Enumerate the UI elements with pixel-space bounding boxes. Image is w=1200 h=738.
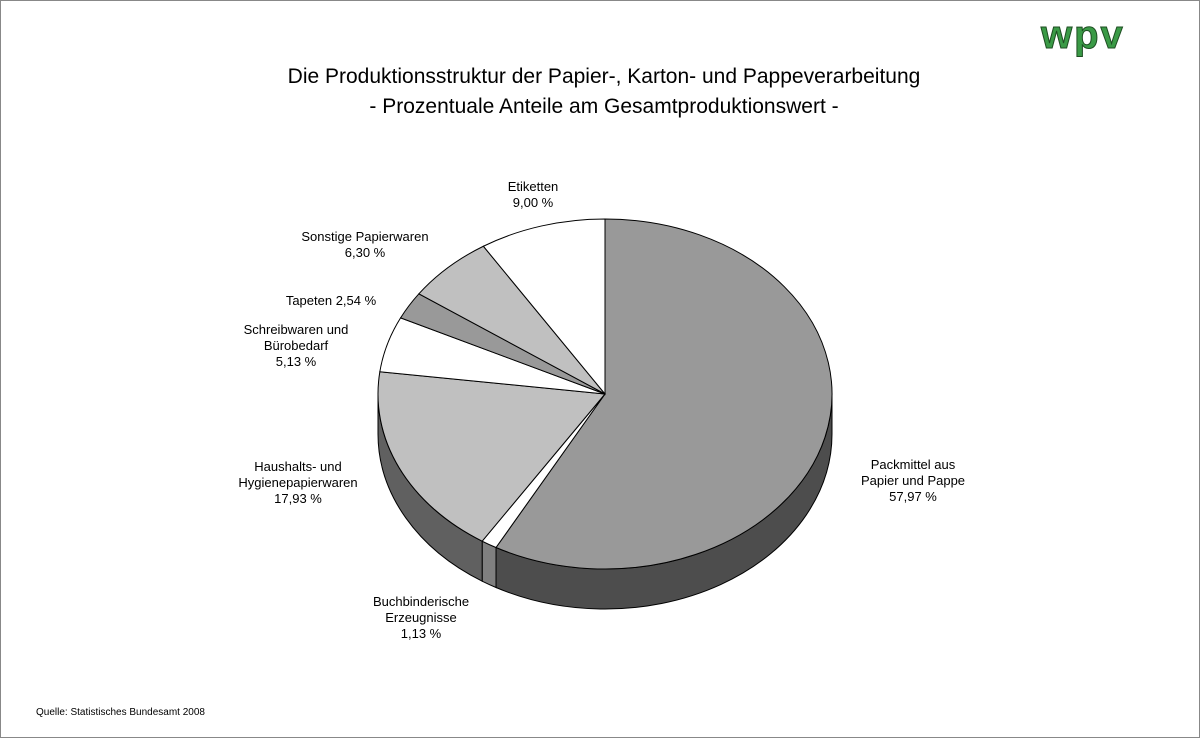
value-label: 57,97 % xyxy=(889,489,937,504)
value-label: 1,13 % xyxy=(400,626,442,641)
pie-slice-side xyxy=(481,540,497,589)
source-note: Quelle: Statistisches Bundesamt 2008 xyxy=(36,707,205,718)
value-label: 5,13 % xyxy=(275,354,317,369)
slice-label: Packmittel aus Papier und Pappe 57,97 % xyxy=(853,457,973,505)
pie-slice xyxy=(377,371,606,542)
slice-label: Schreibwaren und Bürobedarf 5,13 % xyxy=(239,322,354,370)
slice-label: Haushalts- und Hygienepapierwaren 17,93 … xyxy=(231,459,366,507)
category-label: Buchbinderische Erzeugnisse xyxy=(372,594,470,625)
chart-title: Die Produktionsstruktur der Papier-, Kar… xyxy=(287,65,921,88)
value-label: 17,93 % xyxy=(274,491,322,506)
logo: wpv xyxy=(1041,13,1125,58)
category-label: Haushalts- und Hygienepapierwaren xyxy=(238,459,358,490)
category-label: Etiketten xyxy=(507,179,559,194)
value-label: 6,30 % xyxy=(344,245,386,260)
category-label: Packmittel aus Papier und Pappe xyxy=(860,457,966,488)
category-label: Sonstige Papierwaren xyxy=(301,229,429,244)
slice-label: Sonstige Papierwaren 6,30 % xyxy=(265,229,465,261)
pie-slice xyxy=(495,218,833,570)
slice-label: Tapeten 2,54 % xyxy=(231,293,431,309)
value-label: 2,54 % xyxy=(335,293,377,308)
pie-slice xyxy=(482,218,606,396)
slice-label: Etiketten 9,00 % xyxy=(483,179,583,211)
slice-label: Buchbinderische Erzeugnisse 1,13 % xyxy=(361,594,481,642)
chart-subtitle: - Prozentuale Anteile am Gesamtproduktio… xyxy=(369,95,839,118)
category-label: Schreibwaren und Bürobedarf xyxy=(243,322,349,353)
value-label: 9,00 % xyxy=(512,195,554,210)
category-label: Tapeten xyxy=(285,293,333,308)
